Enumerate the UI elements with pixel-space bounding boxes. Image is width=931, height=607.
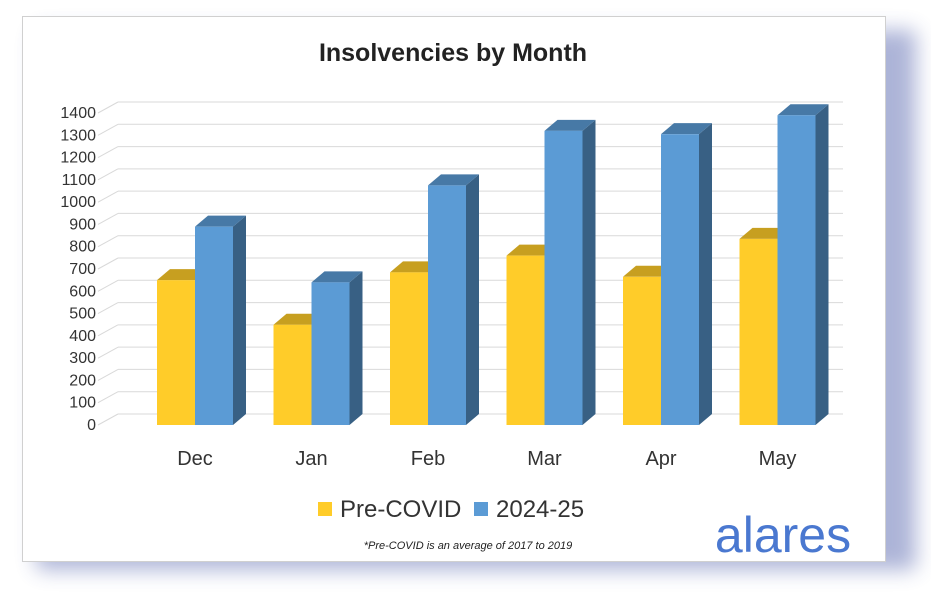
y-tick-label: 0 bbox=[87, 417, 96, 434]
x-tick-label: Apr bbox=[645, 448, 676, 470]
gridline-depth bbox=[97, 413, 119, 426]
bar-side bbox=[815, 104, 829, 425]
bar-top bbox=[661, 123, 712, 135]
gridline-depth bbox=[97, 346, 119, 359]
bar-front bbox=[195, 226, 233, 425]
x-tick-label: May bbox=[759, 448, 797, 470]
bar-front bbox=[661, 134, 699, 425]
gridline-depth bbox=[97, 168, 119, 181]
y-tick-label: 900 bbox=[69, 216, 96, 233]
y-tick-label: 1200 bbox=[60, 150, 96, 167]
bar-front bbox=[157, 280, 195, 425]
legend-swatch bbox=[318, 502, 332, 516]
gridline-depth bbox=[97, 257, 119, 270]
y-axis-ticks: 0 100 200 300 400 500 600 700 800 900 1000 1100 1200… bbox=[60, 105, 96, 434]
bar-front bbox=[739, 238, 778, 425]
brand-logo: alares bbox=[715, 507, 851, 563]
bar-top bbox=[428, 174, 479, 186]
bar bbox=[661, 123, 712, 426]
bar bbox=[544, 119, 596, 426]
gridline-depth bbox=[97, 368, 119, 381]
legend-label: 2024-25 bbox=[496, 496, 584, 523]
footnote: *Pre-COVID is an average of 2017 to 2019 bbox=[364, 540, 573, 552]
y-tick-label: 300 bbox=[69, 350, 96, 367]
bar-front bbox=[544, 130, 583, 426]
gridline-depth bbox=[97, 324, 119, 337]
x-tick-label: Mar bbox=[527, 448, 562, 470]
bar-front bbox=[428, 185, 466, 425]
bar-side bbox=[233, 215, 246, 425]
bars bbox=[157, 104, 829, 426]
x-axis-ticks: Dec Jan Feb Mar Apr May bbox=[177, 448, 796, 470]
bar-front bbox=[777, 115, 816, 425]
bar bbox=[195, 215, 246, 425]
bar-side bbox=[699, 123, 712, 426]
y-tick-label: 1300 bbox=[60, 127, 96, 144]
gridline-depth bbox=[97, 391, 119, 404]
bar bbox=[428, 174, 479, 425]
y-tick-label: 600 bbox=[69, 283, 96, 300]
bar-side bbox=[582, 119, 596, 425]
bar-top bbox=[311, 271, 363, 283]
gridline-depth bbox=[97, 101, 119, 114]
gridline-depth bbox=[97, 279, 119, 292]
y-tick-label: 400 bbox=[69, 328, 96, 345]
bar-front bbox=[506, 255, 545, 425]
y-tick-label: 200 bbox=[69, 372, 96, 389]
y-tick-label: 800 bbox=[69, 239, 96, 256]
x-tick-label: Feb bbox=[411, 448, 445, 470]
legend-swatch bbox=[474, 502, 488, 516]
bar-front bbox=[623, 276, 661, 425]
bar-top bbox=[544, 119, 596, 131]
gridline-depth bbox=[97, 212, 119, 225]
bar-top bbox=[195, 215, 246, 227]
y-tick-label: 1100 bbox=[62, 172, 97, 189]
y-tick-label: 700 bbox=[69, 261, 96, 278]
gridline-depth bbox=[97, 146, 119, 159]
legend-item: Pre-COVID bbox=[318, 496, 461, 523]
bar-front bbox=[273, 324, 312, 425]
legend-item: 2024-25 bbox=[474, 496, 584, 523]
bar-side bbox=[466, 174, 479, 425]
legend: Pre-COVID 2024-25 bbox=[318, 496, 584, 523]
gridline-depth bbox=[97, 235, 119, 248]
gridline-depth bbox=[97, 123, 119, 136]
gridline-depth bbox=[97, 190, 119, 203]
x-tick-label: Jan bbox=[295, 448, 327, 470]
bar bbox=[311, 271, 363, 425]
bar bbox=[777, 104, 829, 425]
y-tick-label: 100 bbox=[69, 395, 96, 412]
gridline-depth bbox=[97, 302, 119, 315]
y-tick-label: 1400 bbox=[60, 105, 96, 122]
legend-label: Pre-COVID bbox=[340, 496, 461, 523]
bar-front bbox=[390, 272, 428, 425]
bar-side bbox=[349, 271, 363, 425]
x-tick-label: Dec bbox=[177, 448, 213, 470]
chart-title: Insolvencies by Month bbox=[319, 39, 587, 67]
bar-front bbox=[311, 282, 350, 425]
y-tick-label: 1000 bbox=[60, 194, 96, 211]
y-tick-label: 500 bbox=[69, 306, 96, 323]
bar-top bbox=[777, 104, 829, 116]
